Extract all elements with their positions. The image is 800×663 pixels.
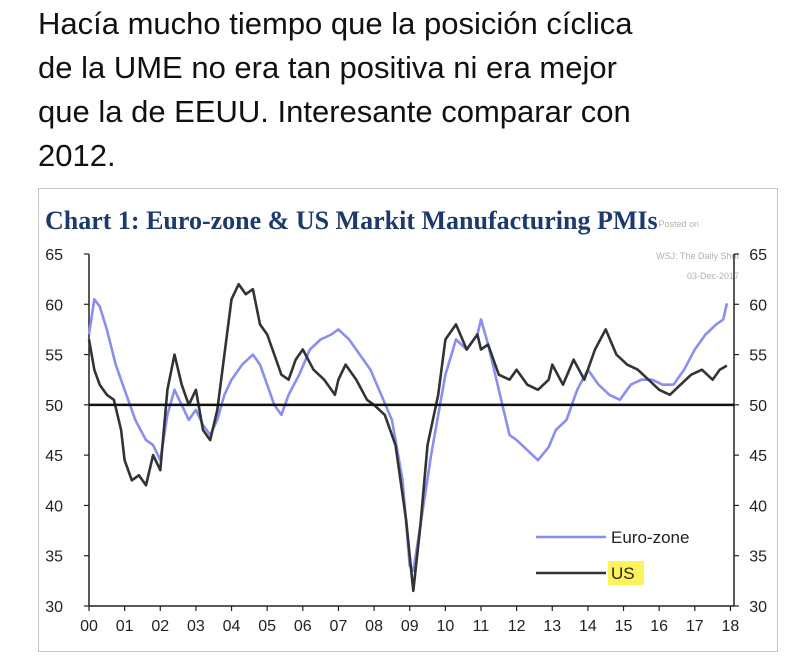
x-tick-label: 09 xyxy=(401,618,419,635)
x-tick-label: 15 xyxy=(615,618,633,635)
tweet-line: 2012. xyxy=(38,138,116,173)
y-tick-label-left: 40 xyxy=(45,498,63,515)
x-tick-label: 06 xyxy=(294,618,312,635)
chart-image: Chart 1: Euro-zone & US Markit Manufactu… xyxy=(38,188,778,652)
y-tick-label-left: 55 xyxy=(45,348,63,365)
x-tick-label: 03 xyxy=(187,618,205,635)
y-tick-label-right: 40 xyxy=(749,498,767,515)
y-tick-label-right: 45 xyxy=(749,448,767,465)
y-tick-label-left: 45 xyxy=(45,448,63,465)
x-tick-label: 14 xyxy=(579,618,597,635)
y-tick-label-right: 35 xyxy=(749,549,767,566)
series-line-us xyxy=(87,282,728,593)
x-tick-label: 11 xyxy=(473,618,490,635)
x-tick-label: 02 xyxy=(151,618,169,635)
series-line-euro-zone xyxy=(87,298,729,573)
x-tick-label: 16 xyxy=(650,618,668,635)
y-tick-label-left: 60 xyxy=(45,297,63,314)
y-tick-label-right: 55 xyxy=(749,348,767,365)
x-tick-label: 18 xyxy=(722,618,740,635)
x-tick-label: 13 xyxy=(543,618,561,635)
x-tick-label: 07 xyxy=(330,618,348,635)
tweet-text: Hacía mucho tiempo que la posición cícli… xyxy=(38,2,778,178)
y-tick-label-left: 30 xyxy=(45,599,63,616)
y-tick-label-right: 60 xyxy=(749,297,767,314)
y-tick-label-left: 35 xyxy=(45,549,63,566)
legend-highlight xyxy=(608,561,644,585)
x-tick-label: 10 xyxy=(436,618,454,635)
watermark-line: Posted on xyxy=(658,219,699,229)
x-tick-label: 04 xyxy=(223,618,241,635)
y-tick-label-left: 50 xyxy=(45,398,63,415)
x-tick-label: 05 xyxy=(258,618,276,635)
x-tick-label: 01 xyxy=(116,618,134,635)
tweet-line: que la de EEUU. Interesante comparar con xyxy=(38,94,631,129)
legend-label: Euro-zone xyxy=(611,528,689,547)
legend-label: US xyxy=(611,564,635,583)
y-tick-label-right: 65 xyxy=(749,247,767,264)
y-tick-label-left: 65 xyxy=(45,247,63,264)
watermark-line: WSJ: The Daily Shot xyxy=(656,251,739,261)
x-tick-label: 00 xyxy=(80,618,98,635)
x-tick-label: 08 xyxy=(365,618,383,635)
chart-title: Chart 1: Euro-zone & US Markit Manufactu… xyxy=(45,206,658,235)
watermark-line: 03-Dec-2017 xyxy=(687,271,739,281)
x-tick-label: 12 xyxy=(508,618,526,635)
x-tick-label: 17 xyxy=(686,618,704,635)
tweet-line: de la UME no era tan positiva ni era mej… xyxy=(38,50,617,85)
y-tick-label-right: 30 xyxy=(749,599,767,616)
pmi-chart: Chart 1: Euro-zone & US Markit Manufactu… xyxy=(45,206,767,635)
tweet-line: Hacía mucho tiempo que la posición cícli… xyxy=(38,6,633,41)
y-tick-label-right: 50 xyxy=(749,398,767,415)
